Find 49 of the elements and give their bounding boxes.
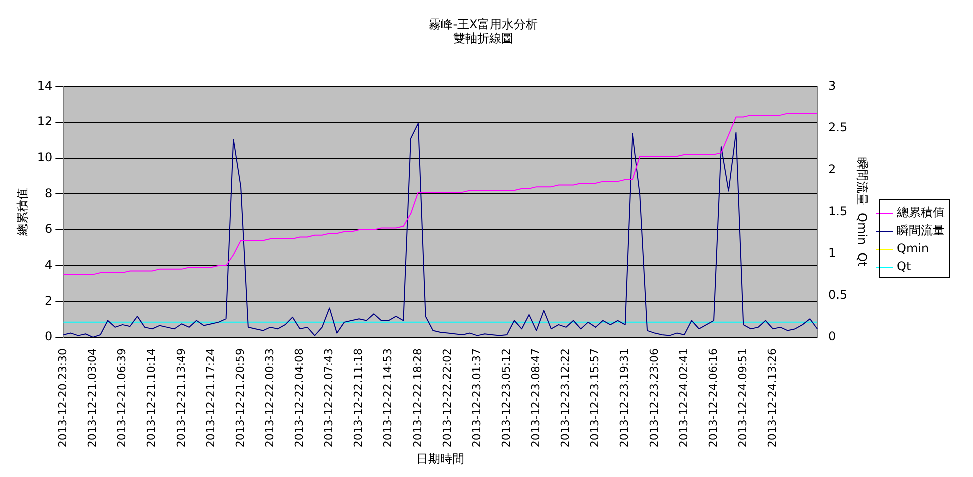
- x-tick-label: 2013-12-21.03:04: [86, 348, 100, 448]
- y-tick-label: 4: [45, 258, 53, 272]
- y-tick-label: 14: [37, 78, 53, 93]
- chart-subtitle: 雙軸折線圖: [454, 32, 514, 46]
- legend-label: Qt: [897, 260, 912, 274]
- y-tick-label: 2: [45, 294, 53, 308]
- chart-title: 霧峰-王X富用水分析: [429, 17, 538, 32]
- x-tick-label: 2013-12-21.10:14: [145, 348, 158, 448]
- x-tick-label: 2013-12-24.06:16: [706, 348, 720, 448]
- x-tick-label: 2013-12-22.04:08: [293, 348, 306, 448]
- y-tick-label: 8: [45, 186, 53, 200]
- x-tick-label: 2013-12-23.05:12: [500, 348, 513, 448]
- y-tick-label: 0: [45, 330, 53, 344]
- y2-tick-label: 1.5: [828, 204, 848, 218]
- y2-tick-label: 0: [828, 330, 836, 344]
- legend-label: 瞬間流量: [897, 224, 945, 238]
- y-tick-label: 12: [37, 114, 53, 129]
- x-tick-label: 2013-12-23.19:31: [618, 348, 632, 448]
- x-tick-label: 2013-12-21.17:24: [204, 348, 218, 448]
- y2-tick-label: 2: [828, 162, 836, 176]
- x-tick-label: 2013-12-22.18:28: [411, 348, 424, 448]
- y-tick-label: 10: [37, 150, 53, 165]
- x-tick-label: 2013-12-21.20:59: [234, 348, 247, 448]
- y2-axis-title: 瞬間流量 Qmin Qt: [856, 157, 870, 268]
- y2-tick-label: 0.5: [828, 288, 848, 302]
- x-tick-label: 2013-12-21.06:39: [116, 348, 129, 448]
- x-tick-label: 2013-12-23.01:37: [470, 348, 484, 448]
- y-axis-title: 總累積值: [15, 188, 30, 238]
- x-tick-label: 2013-12-20.23:30: [56, 348, 70, 448]
- legend-label: 總累積值: [896, 206, 945, 220]
- y-tick-label: 6: [45, 222, 53, 236]
- x-tick-label: 2013-12-24.02:41: [677, 348, 690, 448]
- x-tick-label: 2013-12-24.09:51: [736, 348, 750, 448]
- x-tick-label: 2013-12-23.15:57: [588, 348, 602, 448]
- y2-tick-label: 2.5: [828, 120, 848, 135]
- x-tick-label: 2013-12-23.12:22: [559, 348, 572, 448]
- legend-label: Qmin: [897, 242, 930, 256]
- y2-tick-label: 1: [828, 246, 836, 260]
- x-tick-label: 2013-12-23.08:47: [530, 348, 543, 448]
- x-tick-label: 2013-12-22.00:33: [263, 348, 276, 448]
- x-tick-label: 2013-12-24.13:26: [766, 348, 780, 448]
- x-axis-title: 日期時間: [416, 452, 465, 466]
- y2-tick-label: 3: [828, 78, 836, 93]
- x-tick-label: 2013-12-23.23:06: [648, 348, 661, 448]
- x-tick-label: 2013-12-21.13:49: [174, 348, 188, 448]
- x-tick-label: 2013-12-22.07:43: [322, 348, 336, 448]
- x-tick-label: 2013-12-22.14:53: [382, 348, 395, 448]
- x-tick-label: 2013-12-22.22:02: [440, 348, 454, 448]
- x-tick-label: 2013-12-22.11:18: [352, 348, 366, 448]
